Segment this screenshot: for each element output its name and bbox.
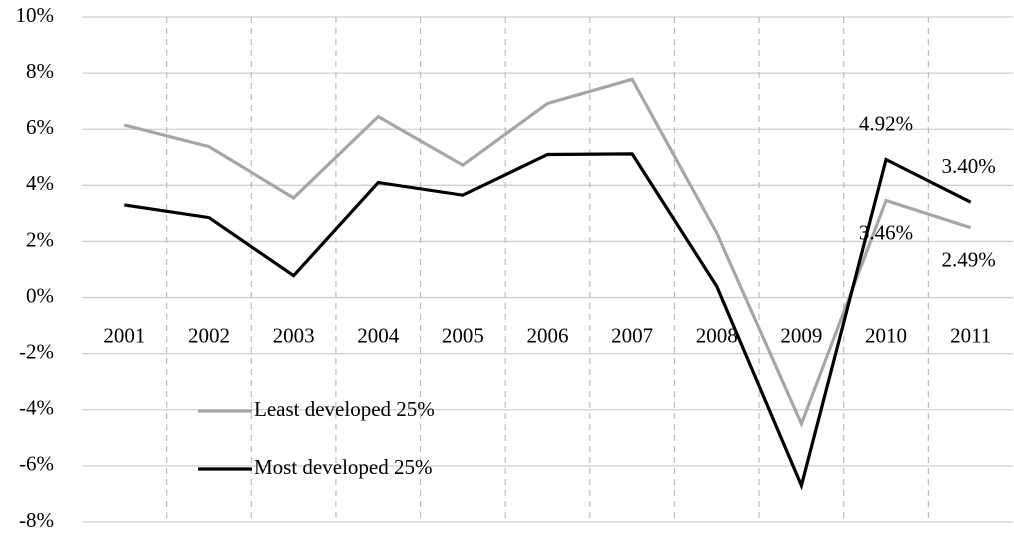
x-tick-label: 2001	[103, 323, 145, 347]
legend-label: Most developed 25%	[254, 455, 432, 479]
y-tick-label: 4%	[26, 171, 54, 195]
x-tick-label: 2004	[357, 323, 400, 347]
series-line	[123, 77, 972, 429]
x-tick-label: 2006	[527, 323, 569, 347]
y-tick-label: -6%	[19, 452, 54, 476]
data-label: 4.92%	[859, 111, 913, 135]
data-label: 3.40%	[942, 154, 996, 178]
legend-label: Least developed 25%	[254, 397, 435, 421]
y-tick-label: 2%	[26, 227, 54, 251]
x-tick-label: 2010	[865, 323, 907, 347]
x-tick-label: 2009	[780, 323, 822, 347]
series-line	[124, 152, 972, 491]
x-tick-label: 2011	[950, 323, 991, 347]
data-label: 3.46%	[859, 220, 913, 244]
y-tick-label: -4%	[19, 396, 54, 420]
y-tick-label: -8%	[19, 508, 54, 532]
y-tick-label: 0%	[26, 283, 54, 307]
data-label: 2.49%	[942, 248, 996, 272]
y-tick-label: 8%	[26, 59, 54, 83]
x-tick-label: 2002	[188, 323, 230, 347]
y-tick-label: 6%	[26, 115, 54, 139]
y-tick-label: -2%	[19, 339, 54, 363]
x-tick-label: 2007	[611, 323, 653, 347]
x-tick-label: 2003	[273, 323, 315, 347]
y-tick-label: 10%	[16, 3, 55, 27]
x-tick-label: 2008	[696, 323, 738, 347]
x-tick-label: 2005	[442, 323, 484, 347]
